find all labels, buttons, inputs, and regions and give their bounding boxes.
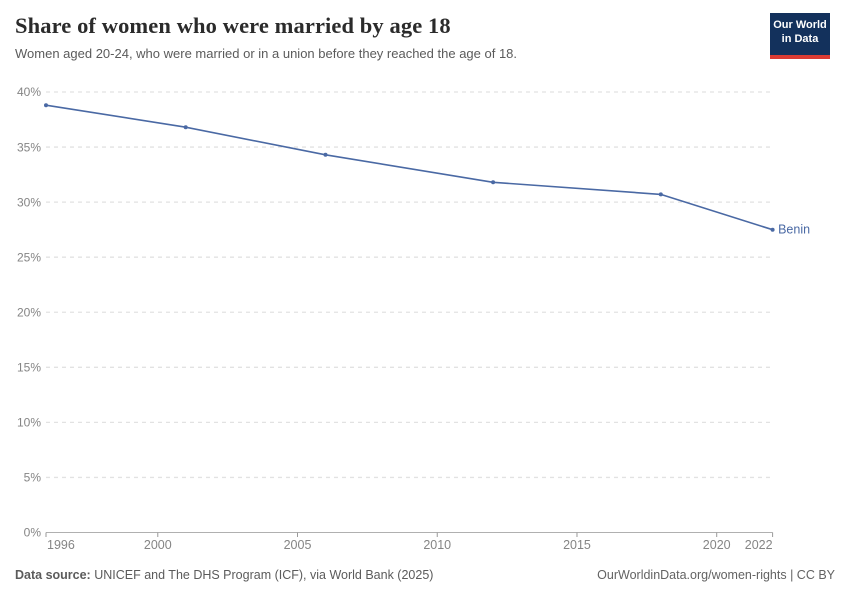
data-point-marker <box>491 180 496 185</box>
y-axis-tick-label: 40% <box>17 85 41 99</box>
data-point-marker <box>323 152 328 157</box>
data-point-marker <box>658 192 663 197</box>
y-axis-tick-label: 15% <box>17 361 41 375</box>
chart-header: Share of women who were married by age 1… <box>15 12 750 61</box>
y-axis-tick-label: 10% <box>17 416 41 430</box>
data-point-marker <box>44 103 48 108</box>
data-source-note: Data source: UNICEF and The DHS Program … <box>15 568 433 582</box>
y-axis-tick-label: 30% <box>17 195 41 209</box>
data-source-label: Data source: <box>15 568 91 582</box>
x-axis-tick-label: 2000 <box>144 538 172 552</box>
data-source-text: UNICEF and The DHS Program (ICF), via Wo… <box>90 568 434 582</box>
x-axis-tick-label: 2010 <box>423 538 451 552</box>
owid-url-license-link[interactable]: OurWorldinData.org/women-rights | CC BY <box>597 568 835 582</box>
x-axis-tick-label: 2005 <box>284 538 312 552</box>
y-axis-tick-label: 5% <box>24 471 42 485</box>
owid-logo-line1: Our World <box>773 19 827 31</box>
owid-logo[interactable]: Our World in Data <box>770 13 830 59</box>
data-point-marker <box>770 227 775 232</box>
x-axis-tick-label: 2022 <box>745 538 773 552</box>
series-entity-label: Benin <box>778 223 810 237</box>
data-point-marker <box>183 125 188 130</box>
owid-logo-line2: in Data <box>781 33 819 46</box>
y-axis-tick-label: 25% <box>17 250 41 264</box>
y-axis-tick-label: 0% <box>24 526 42 540</box>
x-axis-tick-label: 2015 <box>563 538 591 552</box>
x-axis-tick-label: 2020 <box>703 538 731 552</box>
chart-title: Share of women who were married by age 1… <box>15 13 451 38</box>
chart-subtitle: Women aged 20-24, who were married or in… <box>15 46 518 61</box>
x-axis-tick-label: 1996 <box>47 538 75 552</box>
y-axis-tick-label: 20% <box>17 305 41 319</box>
y-axis-tick-label: 35% <box>17 140 41 154</box>
chart-footer: Data source: UNICEF and The DHS Program … <box>15 568 835 582</box>
series-line <box>45 104 774 231</box>
